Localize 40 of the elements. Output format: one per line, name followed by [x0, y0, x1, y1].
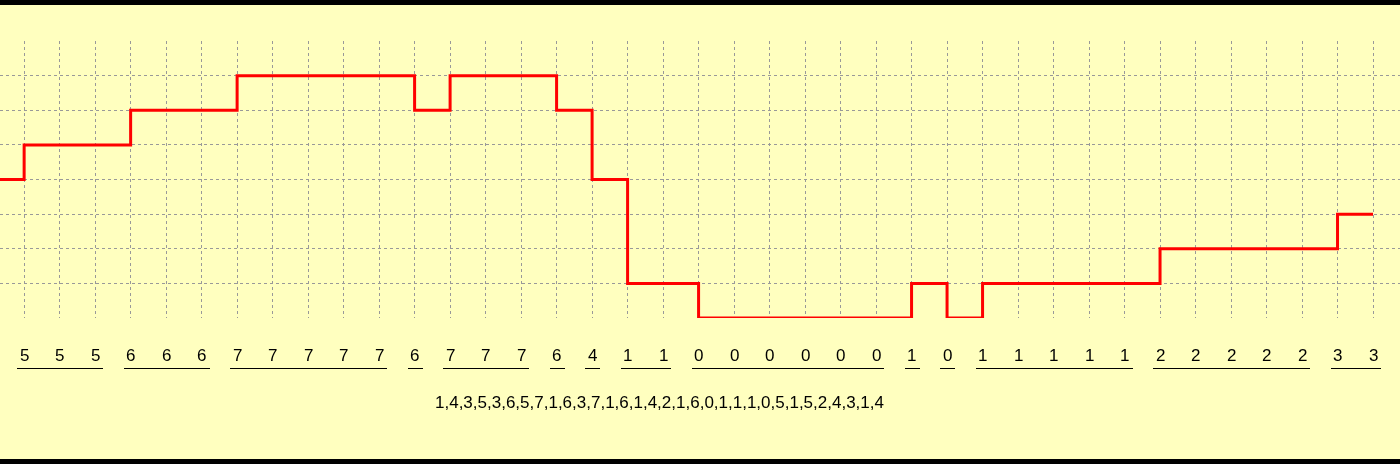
- data-label: 7: [339, 346, 349, 365]
- data-label: 0: [730, 346, 740, 365]
- data-label: 6: [126, 346, 136, 365]
- data-label: 2: [1262, 346, 1272, 365]
- data-label: 7: [375, 346, 385, 365]
- data-label: 0: [872, 346, 882, 365]
- data-label: 7: [268, 346, 278, 365]
- data-label: 6: [410, 346, 420, 365]
- data-label: 0: [943, 346, 953, 365]
- data-label: 7: [446, 346, 456, 365]
- data-label: 1: [907, 346, 917, 365]
- data-label: 1: [1049, 346, 1059, 365]
- data-label: 7: [481, 346, 491, 365]
- data-label: 0: [801, 346, 811, 365]
- data-label: 6: [197, 346, 207, 365]
- data-label: 4: [588, 346, 598, 365]
- data-label: 6: [552, 346, 562, 365]
- data-label: 7: [517, 346, 527, 365]
- data-label: 5: [91, 346, 101, 365]
- data-label: 5: [20, 346, 30, 365]
- data-label: 3: [1333, 346, 1343, 365]
- data-label: 0: [765, 346, 775, 365]
- text: 1,4,3,5,3,6,5,7,1,6,3,7,1,6,1,4,2,1,6,0,1,1,1,0,5,1,5,2,4,3,1,4: [435, 393, 884, 412]
- data-label: 1: [623, 346, 633, 365]
- data-label: 7: [233, 346, 243, 365]
- data-label: 2: [1156, 346, 1166, 365]
- data-label: 1: [978, 346, 988, 365]
- data-label: 5: [55, 346, 65, 365]
- data-label: 2: [1227, 346, 1237, 365]
- data-label: 1: [1014, 346, 1024, 365]
- data-label: 1: [1085, 346, 1095, 365]
- data-label: 1: [659, 346, 669, 365]
- data-label: 0: [694, 346, 704, 365]
- data-label: 7: [304, 346, 314, 365]
- data-label: 2: [1298, 346, 1308, 365]
- data-label: 0: [836, 346, 846, 365]
- data-label: 1: [1120, 346, 1130, 365]
- data-label: 2: [1191, 346, 1201, 365]
- data-label: 3: [1369, 346, 1379, 365]
- data-label: 6: [162, 346, 172, 365]
